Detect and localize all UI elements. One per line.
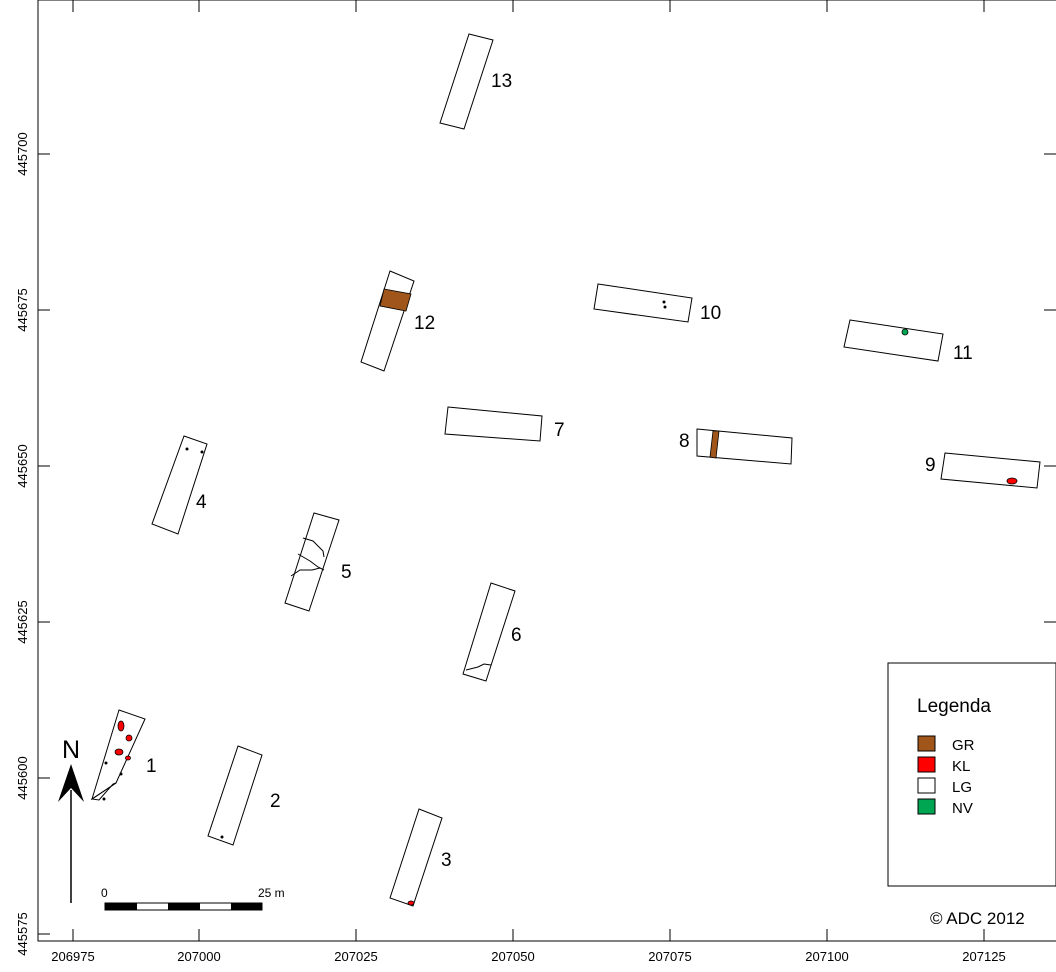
legend-swatch-kl [917, 756, 936, 773]
trench-1: 1 [90, 709, 157, 801]
y-tick-label: 445675 [15, 288, 30, 331]
legend-swatch-nv [917, 798, 936, 815]
north-arrow: N [58, 736, 84, 903]
trench-label: 13 [491, 71, 512, 92]
legend-label: GR [952, 737, 975, 754]
trench-2: 2 [207, 745, 281, 846]
trench-7: 7 [444, 406, 565, 442]
y-tick-label: 445575 [15, 912, 30, 955]
legend-label: KL [952, 758, 970, 775]
trench-label: 5 [341, 562, 352, 583]
kl-feature [114, 748, 124, 756]
scale-end: 25 m [258, 886, 285, 900]
trench-label: 7 [554, 420, 565, 441]
y-tick-label: 445625 [15, 600, 30, 643]
trench-12: 12 [360, 270, 435, 372]
trench-8: 8 [679, 428, 793, 465]
copyright-text: © ADC 2012 [930, 909, 1025, 928]
legend-swatch-gr [917, 735, 936, 752]
trench-6: 6 [462, 582, 522, 682]
legend-title: Legenda [917, 696, 991, 717]
trench-label: 6 [511, 625, 522, 646]
trench-11: 11 [843, 319, 973, 364]
trench-9: 9 [925, 452, 1041, 489]
x-tick-label: 207000 [177, 949, 220, 964]
kl-feature [125, 755, 131, 761]
y-tick-label: 445700 [15, 132, 30, 175]
x-tick-label: 207025 [334, 949, 377, 964]
x-tick-label: 207125 [962, 949, 1005, 964]
trench-10: 10 [593, 283, 721, 324]
kl-feature [125, 734, 133, 742]
trench-label: 8 [679, 431, 690, 452]
x-tick-label: 206975 [51, 949, 94, 964]
trench-label: 1 [146, 756, 157, 777]
trench-3: 3 [389, 808, 452, 907]
x-tick-label: 207100 [805, 949, 848, 964]
x-tick-label: 207050 [491, 949, 534, 964]
legend: Legenda GR KL LG NV [887, 662, 1056, 887]
y-axis: 445575 445600 445625 445650 445675 44570… [15, 132, 1056, 956]
north-arrow-icon [58, 764, 84, 802]
trench-5: 5 [284, 512, 352, 612]
legend-label: LG [952, 779, 972, 796]
trench-label: 10 [700, 303, 721, 324]
trench-4: 4 [151, 435, 208, 535]
north-label: N [62, 736, 80, 764]
trench-label: 4 [196, 492, 207, 513]
x-tick-label: 207075 [648, 949, 691, 964]
y-tick-label: 445650 [15, 444, 30, 487]
trench-label: 2 [270, 791, 281, 812]
trench-label: 9 [925, 455, 936, 476]
trench-13: 13 [439, 33, 512, 130]
legend-box [887, 662, 1056, 887]
trench-label: 3 [441, 850, 452, 871]
kl-feature [117, 720, 125, 732]
trench-label: 12 [414, 313, 435, 334]
kl-feature [407, 900, 415, 906]
scale-start: 0 [101, 886, 108, 900]
gr-feature [709, 430, 720, 459]
legend-label: NV [952, 800, 973, 817]
nv-feature [901, 328, 909, 336]
scale-bar: 0 25 m [101, 886, 285, 911]
y-tick-label: 445600 [15, 756, 30, 799]
x-axis: 206975 207000 207025 207050 207075 20710… [51, 0, 1006, 964]
map-frame [37, 0, 1056, 942]
gr-feature [379, 288, 412, 312]
legend-swatch-lg [917, 777, 936, 794]
trench-label: 11 [953, 343, 973, 364]
kl-feature [1006, 477, 1018, 485]
